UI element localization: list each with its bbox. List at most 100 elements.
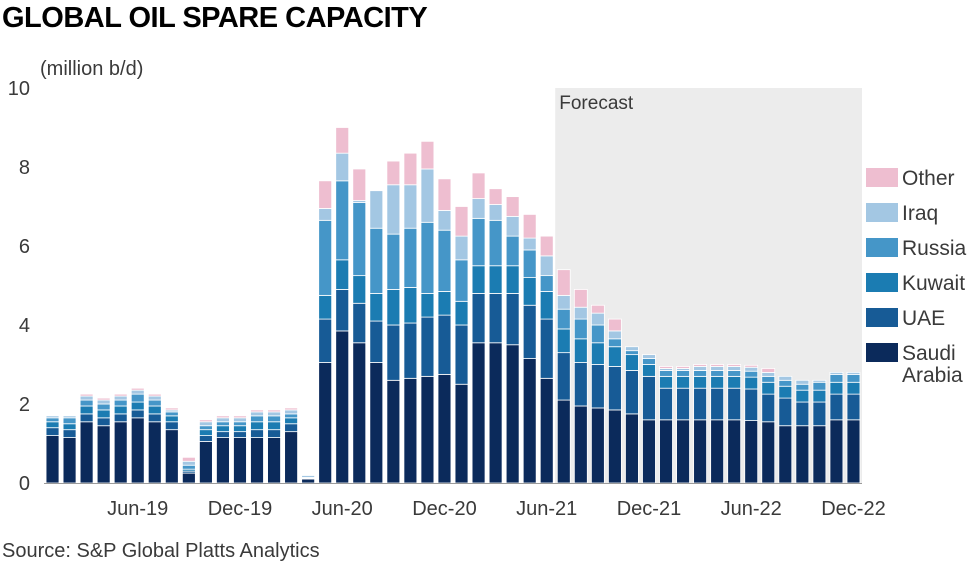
bar-segment-saudi-arabia bbox=[318, 362, 333, 484]
legend-item-uae: UAE bbox=[866, 307, 945, 330]
bar-segment-uae bbox=[539, 318, 554, 379]
bar-segment-iraq bbox=[693, 366, 707, 371]
bar-segment-iraq bbox=[778, 375, 793, 381]
bar-segment-russia bbox=[352, 202, 367, 277]
bar-segment-uae bbox=[829, 393, 844, 421]
bar-segment-saudi-arabia bbox=[420, 375, 435, 484]
bar-segment-uae bbox=[284, 423, 298, 433]
bar-segment-russia bbox=[608, 338, 622, 348]
bar-segment-other bbox=[250, 409, 264, 413]
bar-stack-May-21 bbox=[522, 213, 537, 484]
bar-segment-uae bbox=[505, 292, 520, 346]
bar-segment-russia bbox=[369, 227, 384, 294]
legend-item-kuwait: Kuwait bbox=[866, 272, 965, 295]
bar-segment-other bbox=[710, 364, 725, 367]
bar-segment-kuwait bbox=[147, 405, 162, 415]
bar-segment-other bbox=[744, 364, 759, 368]
bar-segment-kuwait bbox=[130, 401, 145, 411]
bar-segment-iraq bbox=[250, 411, 264, 417]
x-tick-label: Jun-19 bbox=[107, 498, 168, 520]
legend-swatch bbox=[866, 273, 898, 292]
bar-segment-saudi-arabia bbox=[403, 377, 418, 484]
bar-segment-saudi-arabia bbox=[659, 419, 673, 484]
bar-segment-russia bbox=[420, 221, 435, 294]
bar-segment-kuwait bbox=[590, 342, 605, 365]
bar-segment-uae bbox=[573, 362, 588, 407]
bar-segment-iraq bbox=[539, 255, 554, 277]
bar-segment-russia bbox=[96, 403, 111, 411]
bar-segment-uae bbox=[96, 417, 111, 427]
bar-segment-russia bbox=[744, 370, 759, 378]
bar-segment-saudi-arabia bbox=[216, 437, 230, 484]
legend-item-iraq: Iraq bbox=[866, 202, 938, 225]
y-tick-label: 6 bbox=[19, 236, 30, 258]
bar-segment-saudi-arabia bbox=[164, 429, 179, 484]
bar-segment-other bbox=[522, 213, 537, 239]
bar-segment-other bbox=[96, 397, 111, 401]
bar-segment-iraq bbox=[147, 395, 162, 401]
bar-segment-other bbox=[590, 304, 605, 314]
bar-stack-Apr-20 bbox=[301, 475, 316, 484]
bar-stack-May-22 bbox=[727, 364, 742, 484]
bar-stack-Aug-20 bbox=[369, 190, 384, 484]
bar-segment-other bbox=[556, 269, 571, 296]
bar-segment-kuwait bbox=[744, 376, 759, 390]
x-tick-label: Jun-20 bbox=[312, 498, 373, 520]
y-axis-label: (million b/d) bbox=[40, 58, 143, 80]
bar-segment-iraq bbox=[233, 417, 247, 423]
bar-segment-iraq bbox=[96, 399, 111, 405]
bar-segment-kuwait bbox=[62, 423, 77, 431]
bar-stack-Jun-21 bbox=[539, 235, 554, 484]
bar-segment-kuwait bbox=[267, 421, 281, 431]
legend-item-russia: Russia bbox=[866, 237, 967, 260]
bar-segment-other bbox=[199, 419, 213, 423]
bar-segment-saudi-arabia bbox=[147, 421, 162, 484]
bar-stack-Apr-22 bbox=[710, 364, 725, 484]
bar-segment-russia bbox=[812, 381, 827, 391]
bar-segment-other bbox=[335, 127, 350, 154]
bar-segment-iraq bbox=[181, 460, 196, 466]
bar-segment-uae bbox=[233, 431, 247, 438]
bar-segment-iraq bbox=[386, 184, 401, 235]
bar-stack-Dec-19 bbox=[233, 415, 247, 484]
legend-label: Kuwait bbox=[902, 272, 965, 295]
x-tick-label: Jun-22 bbox=[721, 498, 782, 520]
bar-segment-saudi-arabia bbox=[233, 437, 247, 484]
bar-segment-russia bbox=[556, 308, 571, 330]
bar-segment-russia bbox=[147, 399, 162, 407]
bar-segment-saudi-arabia bbox=[744, 420, 759, 484]
bar-stack-Jan-21 bbox=[454, 206, 469, 484]
bar-segment-kuwait bbox=[556, 328, 571, 354]
bar-segment-uae bbox=[335, 289, 350, 332]
bar-segment-russia bbox=[318, 219, 333, 296]
forecast-label: Forecast bbox=[559, 93, 634, 114]
bar-segment-saudi-arabia bbox=[113, 421, 128, 484]
bar-segment-kuwait bbox=[625, 354, 639, 371]
bar-segment-russia bbox=[727, 370, 742, 377]
bar-segment-uae bbox=[744, 388, 759, 421]
y-tick-label: 10 bbox=[8, 78, 30, 100]
bar-segment-iraq bbox=[420, 168, 435, 223]
bar-segment-kuwait bbox=[693, 375, 707, 389]
bar-segment-kuwait bbox=[216, 425, 230, 433]
bar-segment-russia bbox=[846, 373, 861, 383]
bar-stack-Oct-22 bbox=[812, 379, 827, 484]
bar-segment-saudi-arabia bbox=[778, 425, 793, 484]
bar-segment-russia bbox=[642, 358, 656, 365]
bar-stack-Nov-19 bbox=[216, 415, 230, 484]
x-tick-label: Dec-20 bbox=[412, 498, 476, 520]
bar-segment-russia bbox=[45, 417, 60, 423]
bar-segment-iraq bbox=[642, 354, 656, 359]
bar-stack-Mar-20 bbox=[284, 407, 298, 484]
bar-segment-other bbox=[471, 172, 486, 200]
bar-segment-russia bbox=[181, 464, 196, 470]
bar-segment-russia bbox=[199, 425, 213, 431]
bar-stack-Jul-22 bbox=[761, 368, 776, 484]
bar-segment-iraq bbox=[318, 208, 333, 221]
bar-segment-uae bbox=[437, 314, 452, 375]
bar-segment-uae bbox=[795, 401, 810, 427]
bar-segment-kuwait bbox=[199, 429, 213, 437]
bar-segment-other bbox=[676, 366, 690, 369]
x-tick-label: Dec-19 bbox=[208, 498, 272, 520]
bar-segment-kuwait bbox=[522, 277, 537, 306]
